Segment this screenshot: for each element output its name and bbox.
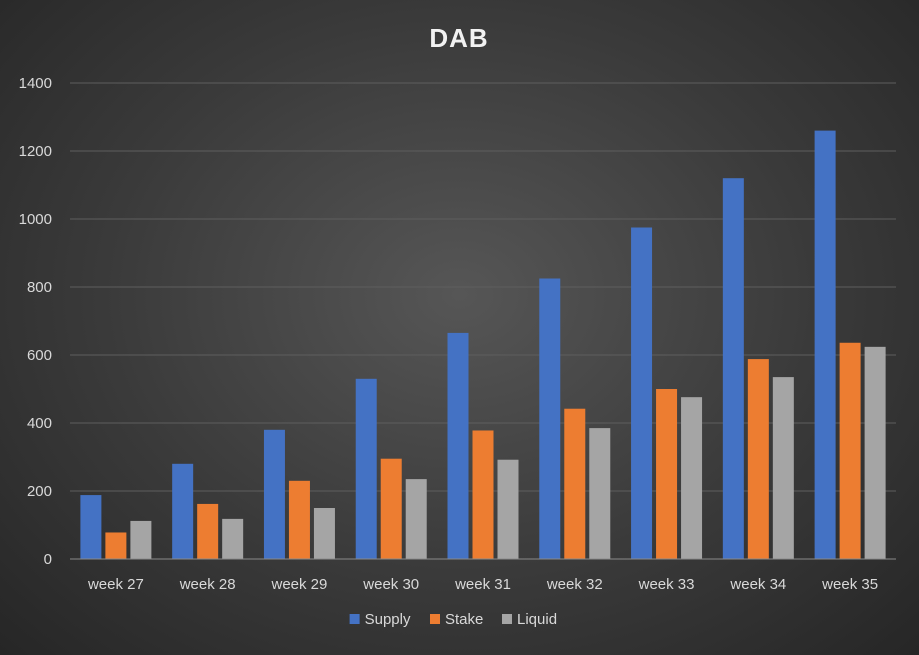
y-tick-label: 400 [27, 415, 52, 432]
bar-supply-week-32 [539, 278, 561, 559]
bar-stake-week-31 [472, 430, 494, 559]
legend-label-supply: Supply [365, 611, 411, 628]
x-tick-label: week 28 [179, 576, 236, 593]
bar-stake-week-35 [839, 342, 861, 559]
x-tick-label: week 30 [362, 576, 419, 593]
legend-label-stake: Stake [445, 611, 483, 628]
bar-supply-week-34 [722, 178, 744, 559]
x-tick-label: week 27 [87, 576, 144, 593]
x-tick-label: week 35 [821, 576, 878, 593]
y-tick-label: 1000 [19, 211, 52, 228]
y-tick-label: 800 [27, 279, 52, 296]
bar-supply-week-31 [447, 332, 469, 559]
y-tick-label: 200 [27, 483, 52, 500]
bar-supply-week-28 [172, 463, 194, 559]
y-tick-label: 1200 [19, 143, 52, 160]
bar-liquid-week-28 [222, 518, 244, 559]
bar-liquid-week-34 [772, 377, 794, 559]
bars [80, 130, 886, 559]
legend: Supply Stake Liquid [349, 611, 557, 628]
bar-stake-week-33 [656, 389, 678, 559]
bar-supply-week-30 [355, 378, 377, 559]
bar-supply-week-35 [814, 130, 836, 559]
gridlines [70, 82, 896, 492]
bar-stake-week-29 [288, 480, 310, 559]
bar-stake-week-34 [747, 359, 769, 559]
x-tick-label: week 32 [546, 576, 603, 593]
y-axis-ticks: 0 200 400 600 800 1000 1200 1400 [19, 75, 52, 568]
x-tick-label: week 34 [729, 576, 786, 593]
bar-supply-week-29 [263, 429, 285, 559]
y-tick-label: 1400 [19, 75, 52, 92]
bar-liquid-week-31 [497, 459, 519, 559]
x-tick-label: week 31 [454, 576, 511, 593]
x-tick-label: week 29 [271, 576, 328, 593]
bar-liquid-week-33 [681, 397, 703, 559]
legend-label-liquid: Liquid [517, 611, 557, 628]
x-axis-ticks: week 27 week 28 week 29 week 30 week 31 week … [87, 576, 878, 593]
y-tick-label: 0 [44, 551, 52, 568]
bar-liquid-week-32 [589, 428, 611, 559]
chart-title: DAB [429, 23, 488, 53]
bar-stake-week-27 [105, 532, 127, 559]
bar-stake-week-30 [380, 458, 402, 559]
bar-supply-week-33 [631, 227, 653, 559]
bar-liquid-week-27 [130, 520, 152, 559]
bar-liquid-week-30 [405, 479, 427, 559]
bar-supply-week-27 [80, 495, 102, 559]
x-tick-label: week 33 [638, 576, 695, 593]
legend-swatch-supply [349, 614, 360, 624]
legend-swatch-stake [430, 614, 440, 624]
bar-stake-week-32 [564, 408, 586, 559]
bar-stake-week-28 [197, 503, 219, 559]
bar-liquid-week-29 [313, 508, 335, 559]
y-tick-label: 600 [27, 347, 52, 364]
bar-liquid-week-35 [864, 346, 886, 559]
legend-swatch-liquid [502, 614, 512, 624]
